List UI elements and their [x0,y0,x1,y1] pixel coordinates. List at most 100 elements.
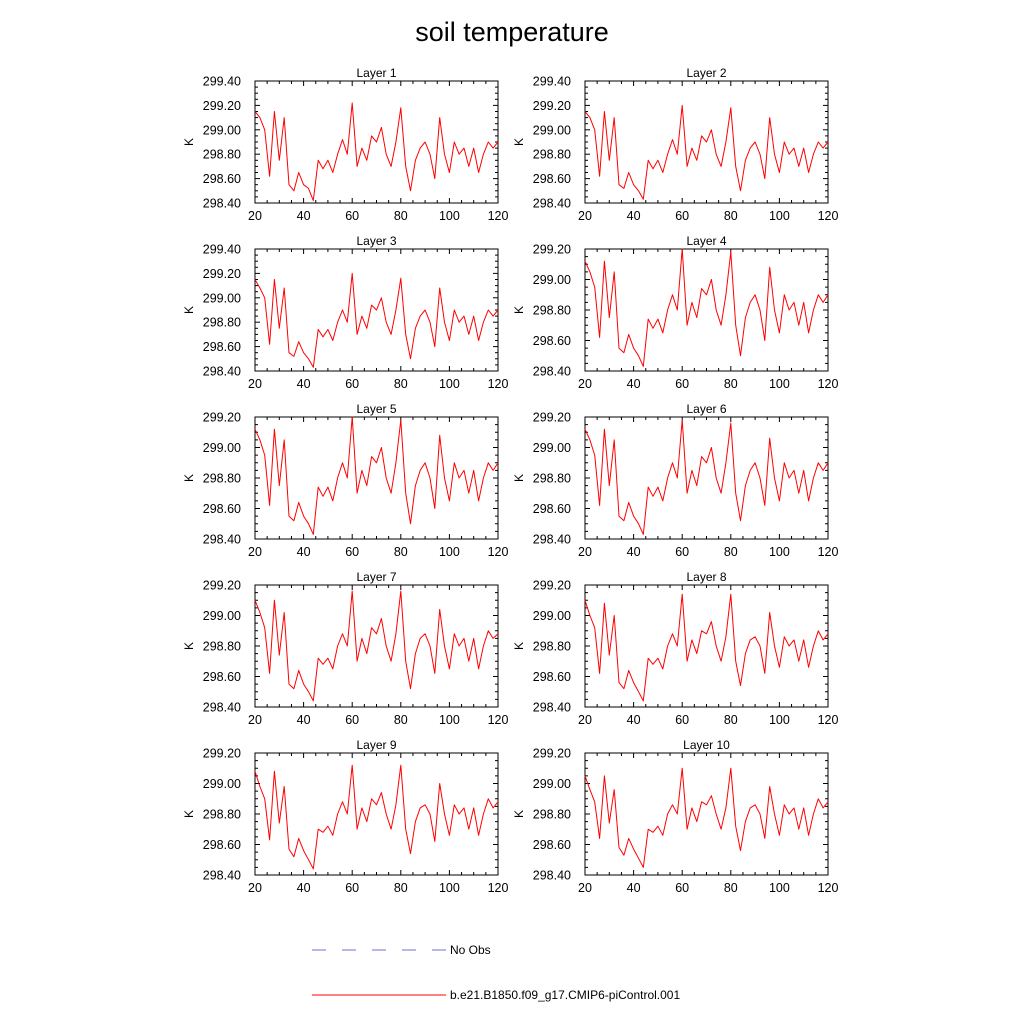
panel-title-layer-3: Layer 3 [356,234,396,248]
y-tick-label-layer-4: 298.60 [533,334,571,348]
x-tick-label-layer-4: 100 [769,377,790,391]
x-tick-label-layer-5: 60 [345,545,359,559]
y-tick-label-layer-4: 299.20 [533,243,571,257]
panel-title-layer-6: Layer 6 [686,402,726,416]
x-tick-label-layer-10: 120 [818,881,839,895]
chart-title: soil temperature [415,17,609,47]
panel-layer-10: Layer 10 20 40 60 80 100 120 298.40 298.60 298.80… [512,738,838,895]
x-tick-label-layer-3: 120 [488,377,509,391]
x-tick-label-layer-9: 60 [345,881,359,895]
y-tick-label-layer-10: 299.20 [533,747,571,761]
y-axis-label-layer-4: K [512,306,526,314]
panel-layer-3: Layer 3 20 40 60 80 100 120 298.40 298.60 298.80 2… [182,234,508,391]
x-tick-label-layer-7: 100 [439,713,460,727]
x-tick-label-layer-5: 100 [439,545,460,559]
y-axis-label-layer-7: K [182,642,196,650]
x-tick-label-layer-1: 80 [394,209,408,223]
x-tick-label-layer-7: 120 [488,713,509,727]
x-tick-label-layer-7: 20 [248,713,262,727]
y-tick-label-layer-2: 298.80 [533,148,571,162]
x-tick-label-layer-4: 120 [818,377,839,391]
panel-layer-1: Layer 1 20 40 60 80 100 120 298.40 298.60 298.80 2… [182,66,508,223]
y-axis-label-layer-9: K [182,810,196,818]
y-tick-label-layer-5: 298.60 [203,502,241,516]
y-tick-label-layer-10: 298.80 [533,808,571,822]
panel-layer-5: Layer 5 20 40 60 80 100 120 298.40 298.60 298.80 2… [182,402,508,559]
x-tick-label-layer-2: 60 [675,209,689,223]
x-tick-label-layer-7: 60 [345,713,359,727]
y-tick-label-layer-6: 298.60 [533,502,571,516]
panel-title-layer-2: Layer 2 [686,66,726,80]
x-tick-label-layer-3: 20 [248,377,262,391]
y-tick-label-layer-2: 298.40 [533,197,571,211]
x-tick-label-layer-8: 80 [724,713,738,727]
y-tick-label-layer-5: 299.20 [203,411,241,425]
x-tick-label-layer-2: 40 [627,209,641,223]
y-axis-label-layer-5: K [182,474,196,482]
y-tick-label-layer-9: 298.40 [203,869,241,883]
x-tick-label-layer-4: 80 [724,377,738,391]
panel-layer-8: Layer 8 20 40 60 80 100 120 298.40 298.60 298.80 2… [512,570,838,727]
panel-layer-6: Layer 6 20 40 60 80 100 120 298.40 298.60 298.80 2… [512,402,838,559]
x-tick-label-layer-10: 80 [724,881,738,895]
y-tick-label-layer-9: 299.20 [203,747,241,761]
y-tick-label-layer-10: 298.60 [533,838,571,852]
y-tick-label-layer-9: 299.00 [203,777,241,791]
y-tick-label-layer-10: 299.00 [533,777,571,791]
y-tick-label-layer-5: 298.80 [203,472,241,486]
panel-title-layer-10: Layer 10 [683,738,730,752]
x-tick-label-layer-4: 40 [627,377,641,391]
plot-frame-layer-7 [254,584,499,708]
x-tick-label-layer-8: 40 [627,713,641,727]
y-tick-label-layer-2: 298.60 [533,172,571,186]
panel-title-layer-9: Layer 9 [356,738,396,752]
y-tick-label-layer-7: 298.40 [203,701,241,715]
x-tick-label-layer-7: 40 [297,713,311,727]
x-tick-label-layer-8: 60 [675,713,689,727]
series-line-layer-3 [254,272,499,368]
x-tick-label-layer-1: 20 [248,209,262,223]
x-tick-label-layer-8: 20 [578,713,592,727]
y-tick-label-layer-6: 299.20 [533,411,571,425]
y-tick-label-layer-8: 298.40 [533,701,571,715]
panel-title-layer-4: Layer 4 [686,234,726,248]
x-tick-label-layer-3: 40 [297,377,311,391]
y-tick-label-layer-1: 298.60 [203,172,241,186]
plot-frame-layer-9 [254,752,499,876]
y-tick-label-layer-1: 299.20 [203,99,241,113]
x-tick-label-layer-5: 120 [488,545,509,559]
x-tick-label-layer-2: 20 [578,209,592,223]
x-tick-label-layer-9: 100 [439,881,460,895]
y-tick-label-layer-5: 299.00 [203,441,241,455]
series-line-layer-7 [254,590,499,702]
series-line-layer-6 [584,419,829,535]
x-tick-label-layer-3: 80 [394,377,408,391]
y-tick-label-layer-9: 298.60 [203,838,241,852]
y-tick-label-layer-3: 298.60 [203,340,241,354]
y-tick-label-layer-4: 298.40 [533,365,571,379]
x-tick-label-layer-1: 100 [439,209,460,223]
x-tick-label-layer-9: 120 [488,881,509,895]
y-tick-label-layer-1: 299.40 [203,75,241,89]
y-tick-label-layer-9: 298.80 [203,808,241,822]
panel-layer-4: Layer 4 20 40 60 80 100 120 298.40 298.60 298.80 2… [512,234,838,391]
x-tick-label-layer-1: 120 [488,209,509,223]
panel-layer-2: Layer 2 20 40 60 80 100 120 298.40 298.60 298.80 2… [512,66,838,223]
plot-frame-layer-5 [254,416,499,540]
x-tick-label-layer-10: 100 [769,881,790,895]
panel-title-layer-8: Layer 8 [686,570,726,584]
x-tick-label-layer-5: 20 [248,545,262,559]
y-axis-label-layer-10: K [512,810,526,818]
x-tick-label-layer-10: 60 [675,881,689,895]
x-tick-label-layer-5: 40 [297,545,311,559]
x-tick-label-layer-1: 60 [345,209,359,223]
y-axis-label-layer-8: K [512,642,526,650]
y-tick-label-layer-6: 298.80 [533,472,571,486]
legend: No Obs b.e21.B1850.f09_g17.CMIP6-piContr… [312,943,680,1002]
y-tick-label-layer-6: 298.40 [533,533,571,547]
x-tick-label-layer-8: 100 [769,713,790,727]
y-tick-label-layer-7: 298.80 [203,640,241,654]
y-tick-label-layer-4: 298.80 [533,304,571,318]
x-tick-label-layer-4: 20 [578,377,592,391]
series-line-layer-1 [254,102,499,202]
